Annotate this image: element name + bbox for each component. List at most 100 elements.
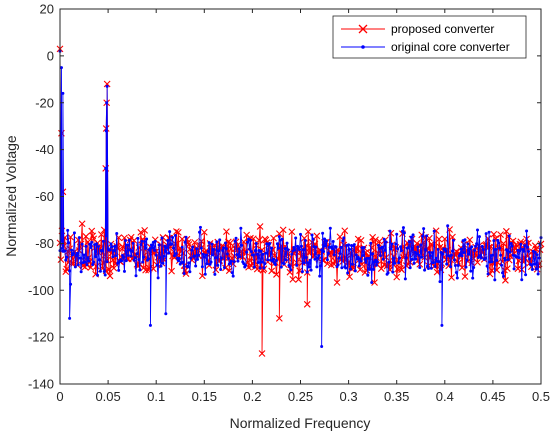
data-point [517,238,525,246]
series-original-core-converter [58,49,543,348]
data-point [400,249,404,253]
data-point [470,245,474,249]
data-point [501,271,505,275]
data-point [316,256,320,260]
data-point [458,252,462,256]
data-point [280,237,284,241]
data-point [381,257,385,261]
data-point [87,259,91,263]
x-tick-label: 0.35 [384,389,409,404]
data-point [374,258,378,262]
data-point [472,265,476,269]
data-point [96,273,100,277]
data-point [222,246,226,250]
data-point [109,242,113,246]
data-point [105,84,109,88]
data-point [67,241,71,245]
data-point [73,265,77,269]
data-point [172,246,176,250]
data-point [274,258,278,262]
data-point [402,231,406,235]
data-point [143,239,147,243]
y-tick-label: -120 [28,330,54,345]
data-point [220,256,224,260]
data-point [218,238,222,242]
data-point [173,234,177,238]
data-point [248,247,252,251]
data-point [463,238,467,242]
data-point [393,273,401,281]
data-point [283,247,287,251]
data-point [315,265,319,269]
data-point [337,256,341,260]
data-point [89,245,93,249]
y-axis-label: Normalized Voltage [3,135,19,257]
data-point [319,264,323,268]
data-point [294,236,298,240]
data-point [75,251,79,255]
data-point [167,251,171,255]
data-point [116,261,120,265]
data-point [83,260,87,264]
data-point [330,247,334,251]
data-point [497,231,504,239]
data-point [251,253,255,257]
data-point [96,244,100,248]
data-point [295,263,299,267]
data-point [92,260,96,264]
data-point [225,252,229,256]
data-point [522,249,526,253]
data-point [428,254,432,258]
data-point [223,241,227,245]
data-point [462,251,466,255]
data-point [533,250,537,254]
y-tick-label: 20 [40,2,54,17]
data-point [252,265,256,269]
data-point [411,233,415,237]
data-point [438,280,442,284]
data-point [386,271,390,275]
data-point [364,260,368,264]
data-point [77,236,81,240]
data-point [401,226,405,230]
data-point [466,236,474,244]
data-point [387,260,391,264]
data-point [412,261,416,265]
data-point [100,249,104,253]
x-tick-label: 0.4 [436,389,454,404]
data-point [359,259,363,263]
data-point [393,261,397,265]
data-point [471,276,475,280]
plot-area [60,9,541,384]
data-point [120,259,124,263]
data-point [70,248,74,252]
data-point [253,249,257,253]
data-point [80,242,84,246]
data-point [530,268,534,272]
data-point [497,241,501,245]
data-point [159,264,163,268]
data-point [98,269,102,273]
data-point [236,259,240,263]
data-point [466,242,470,246]
data-point [361,254,365,258]
data-point [423,268,427,272]
data-point [414,257,418,261]
data-point [336,263,340,267]
data-point [496,238,500,242]
data-point [270,234,277,242]
legend-label-proposed: proposed converter [391,22,494,36]
data-point [304,228,312,236]
data-point [76,263,80,267]
data-point [239,226,243,230]
data-point [198,225,202,229]
data-point [369,241,373,245]
data-point [505,249,509,253]
data-point [176,259,180,263]
data-point [487,230,491,234]
data-point [126,253,130,257]
data-point [246,256,253,264]
data-point [372,267,376,271]
data-point [210,242,214,246]
data-point [64,258,68,262]
